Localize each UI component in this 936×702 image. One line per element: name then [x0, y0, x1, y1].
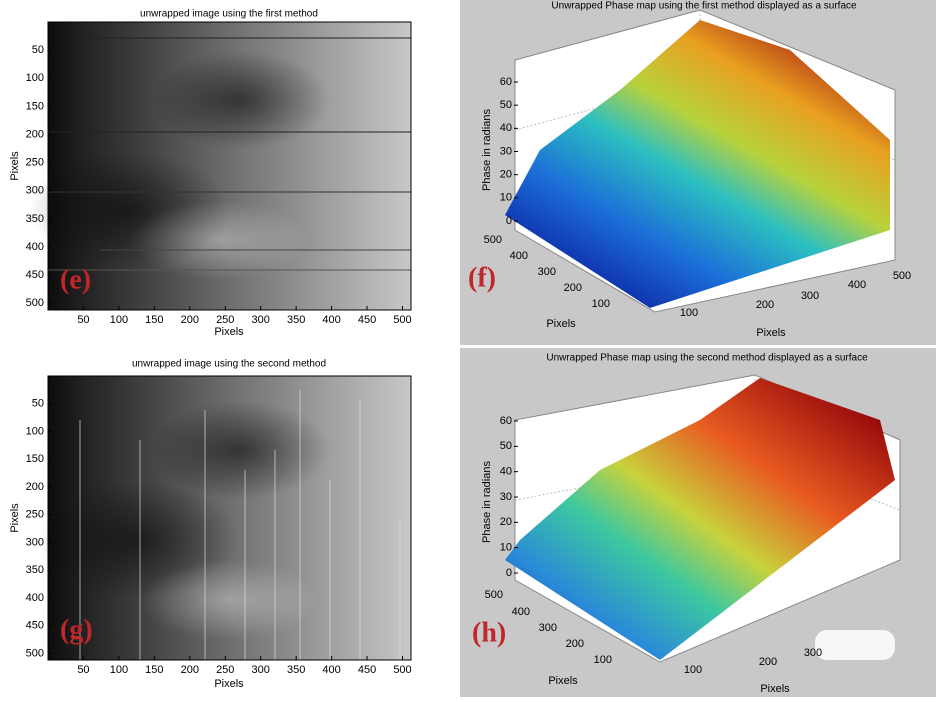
- surface-h: [505, 374, 901, 663]
- x-tick-label: 250: [216, 314, 234, 326]
- x-axis-label: Pixels: [214, 326, 244, 338]
- y-tick-label: 100: [26, 425, 44, 437]
- y-tick-label: 300: [539, 622, 557, 634]
- panel-label: (h): [472, 617, 506, 648]
- x-tick-label: 350: [287, 664, 305, 676]
- y-tick-label: 150: [26, 100, 44, 112]
- x-axis-label: Pixels: [214, 678, 244, 690]
- y-tick-label: 200: [26, 128, 44, 140]
- z-tick-label: 20: [500, 169, 512, 181]
- x-axis-label: Pixels: [760, 683, 790, 695]
- y-tick-label: 200: [566, 638, 584, 650]
- panel-title: unwrapped image using the second method: [132, 359, 326, 370]
- x-tick-label: 400: [322, 664, 340, 676]
- x-tick-label: 150: [145, 314, 163, 326]
- x-tick-label: 400: [848, 279, 866, 291]
- z-tick-label: 0: [506, 567, 512, 579]
- z-tick-label: 60: [500, 76, 512, 88]
- y-tick-label: 500: [485, 589, 503, 601]
- panel-title: Unwrapped Phase map using the first meth…: [551, 1, 857, 12]
- x-tick-label: 500: [393, 664, 411, 676]
- surface-f: [505, 9, 896, 313]
- image-e: [30, 21, 412, 311]
- y-axis-label: Pixels: [546, 318, 576, 330]
- z-tick-label: 40: [500, 466, 512, 478]
- y-tick-label: 350: [26, 213, 44, 225]
- x-tick-label: 350: [287, 314, 305, 326]
- x-tick-label: 400: [322, 314, 340, 326]
- y-tick-label: 50: [32, 44, 44, 56]
- x-tick-label: 200: [181, 664, 199, 676]
- y-tick-label: 150: [26, 453, 44, 465]
- z-tick-label: 20: [500, 516, 512, 528]
- y-tick-label: 500: [484, 234, 502, 246]
- x-tick-label: 50: [77, 664, 89, 676]
- x-tick-label: 100: [110, 664, 128, 676]
- y-tick-label: 300: [538, 266, 556, 278]
- x-tick-label: 200: [756, 299, 774, 311]
- y-tick-label: 50: [32, 398, 44, 410]
- x-tick-label: 50: [77, 314, 89, 326]
- x-axis-label: Pixels: [756, 327, 786, 339]
- z-tick-label: 10: [500, 192, 512, 204]
- x-tick-label: 250: [216, 664, 234, 676]
- image-g: [40, 375, 412, 661]
- y-tick-label: 350: [26, 564, 44, 576]
- x-tick-label: 150: [145, 664, 163, 676]
- y-tick-label: 300: [26, 185, 44, 197]
- x-tick-label: 100: [680, 307, 698, 319]
- x-tick-label: 300: [252, 664, 270, 676]
- y-axis-label: Pixels: [9, 151, 21, 181]
- z-axis-label: Phase in radians: [481, 461, 493, 543]
- x-tick-label: 200: [759, 656, 777, 668]
- y-tick-label: 300: [26, 536, 44, 548]
- x-tick-label: 200: [181, 314, 199, 326]
- y-tick-label: 250: [26, 509, 44, 521]
- y-tick-label: 400: [512, 606, 530, 618]
- z-axis-label: Phase in radians: [481, 109, 493, 191]
- x-tick-label: 450: [358, 314, 376, 326]
- y-tick-label: 100: [26, 72, 44, 84]
- y-tick-label: 100: [592, 298, 610, 310]
- z-tick-label: 30: [500, 491, 512, 503]
- x-tick-label: 500: [893, 270, 911, 282]
- panel-label: (e): [60, 264, 91, 295]
- panel-label: (f): [468, 262, 496, 293]
- x-tick-label: 300: [804, 647, 822, 659]
- watermark: [815, 630, 895, 660]
- y-tick-label: 250: [26, 157, 44, 169]
- y-tick-label: 450: [26, 620, 44, 632]
- y-tick-label: 500: [26, 647, 44, 659]
- panel-title: Unwrapped Phase map using the second met…: [546, 353, 868, 364]
- y-tick-label: 400: [26, 241, 44, 253]
- y-tick-label: 500: [26, 297, 44, 309]
- y-tick-label: 100: [594, 654, 612, 666]
- y-tick-label: 200: [564, 282, 582, 294]
- z-tick-label: 40: [500, 122, 512, 134]
- y-tick-label: 400: [510, 250, 528, 262]
- z-tick-label: 50: [500, 99, 512, 111]
- x-tick-label: 300: [252, 314, 270, 326]
- x-tick-label: 100: [684, 664, 702, 676]
- panel-label: (g): [60, 614, 93, 645]
- panel-title: unwrapped image using the first method: [140, 9, 318, 20]
- x-tick-label: 300: [801, 290, 819, 302]
- z-tick-label: 30: [500, 145, 512, 157]
- y-tick-label: 450: [26, 269, 44, 281]
- z-tick-label: 50: [500, 440, 512, 452]
- y-axis-label: Pixels: [548, 675, 578, 687]
- x-tick-label: 450: [358, 664, 376, 676]
- y-tick-label: 200: [26, 481, 44, 493]
- y-axis-label: Pixels: [9, 503, 21, 533]
- z-tick-label: 10: [500, 542, 512, 554]
- z-tick-label: 0: [506, 215, 512, 227]
- x-tick-label: 100: [110, 314, 128, 326]
- x-tick-label: 500: [393, 314, 411, 326]
- z-tick-label: 60: [500, 415, 512, 427]
- y-tick-label: 400: [26, 592, 44, 604]
